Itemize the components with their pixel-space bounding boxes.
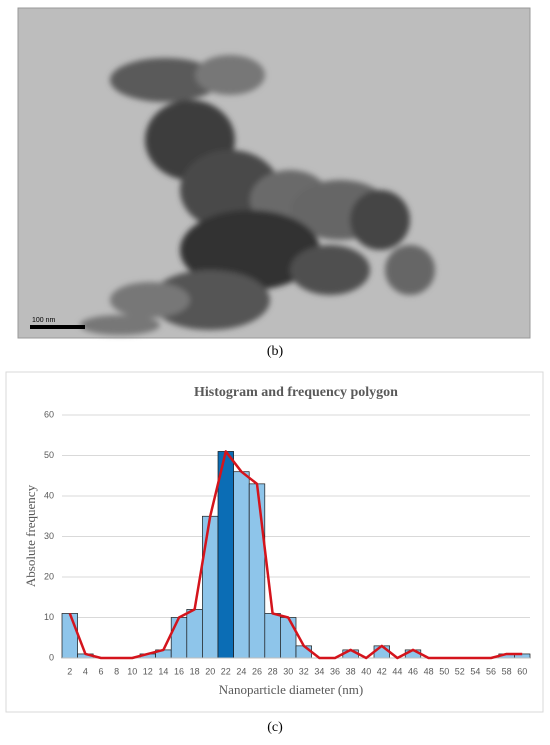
chart-frame (5, 371, 544, 713)
x-axis-title: Nanoparticle diameter (nm) (219, 682, 363, 697)
scale-bar (30, 325, 85, 329)
x-tick-label: 26 (252, 666, 262, 676)
bar (202, 515, 219, 659)
x-tick-label: 36 (330, 666, 340, 676)
x-tick-label: 40 (361, 666, 371, 676)
x-tick-label: 10 (127, 666, 137, 676)
chart-title: Histogram and frequency polygon (194, 385, 398, 400)
y-tick-label: 20 (44, 571, 54, 581)
y-tick-label: 60 (44, 409, 54, 419)
x-tick-label: 44 (392, 666, 402, 676)
x-tick-label: 2 (67, 666, 72, 676)
particles (80, 55, 435, 335)
x-tick-label: 48 (424, 666, 434, 676)
x-tick-label: 60 (517, 666, 527, 676)
bar (217, 451, 234, 659)
frequency-polygon (68, 450, 523, 660)
x-tick-label: 22 (221, 666, 231, 676)
x-tick-label: 52 (455, 666, 465, 676)
x-tick-label: 18 (190, 666, 200, 676)
bar (233, 471, 250, 659)
x-tick-label: 14 (158, 666, 168, 676)
x-tick-label: 54 (470, 666, 480, 676)
bar (248, 483, 266, 659)
x-tick-label: 34 (314, 666, 324, 676)
figure-caption: (b) (267, 344, 284, 359)
x-tick-label: 50 (439, 666, 449, 676)
x-tick-label: 38 (346, 666, 356, 676)
x-tick-label: 12 (143, 666, 153, 676)
bar (61, 613, 78, 659)
x-tick-label: 6 (98, 666, 103, 676)
y-tick-label: 30 (44, 531, 54, 541)
x-tick-label: 56 (486, 666, 496, 676)
x-tick-label: 46 (408, 666, 418, 676)
y-tick-label: 10 (44, 612, 54, 622)
bar (264, 613, 281, 659)
bar (280, 617, 297, 659)
x-tick-label: 28 (268, 666, 278, 676)
y-axis-title: Absolute frequency (23, 484, 38, 587)
scale-bar-label: 100 nm (32, 317, 56, 324)
y-tick-label: 0 (49, 652, 54, 662)
x-tick-label: 8 (114, 666, 119, 676)
bar (170, 617, 188, 659)
chart-caption: (c) (267, 720, 283, 735)
x-tick-label: 30 (283, 666, 293, 676)
x-tick-label: 32 (299, 666, 309, 676)
x-tick-label: 4 (83, 666, 88, 676)
x-tick-label: 20 (205, 666, 215, 676)
x-tick-label: 58 (502, 666, 512, 676)
x-tick-label: 42 (377, 666, 387, 676)
y-tick-label: 50 (44, 450, 54, 460)
x-tick-label: 16 (174, 666, 184, 676)
bar (295, 645, 312, 659)
tem-image: 100 nm (17, 7, 531, 339)
bar (373, 645, 390, 659)
x-tick-label: 24 (236, 666, 246, 676)
y-tick-label: 40 (44, 490, 54, 500)
bar (186, 609, 203, 659)
